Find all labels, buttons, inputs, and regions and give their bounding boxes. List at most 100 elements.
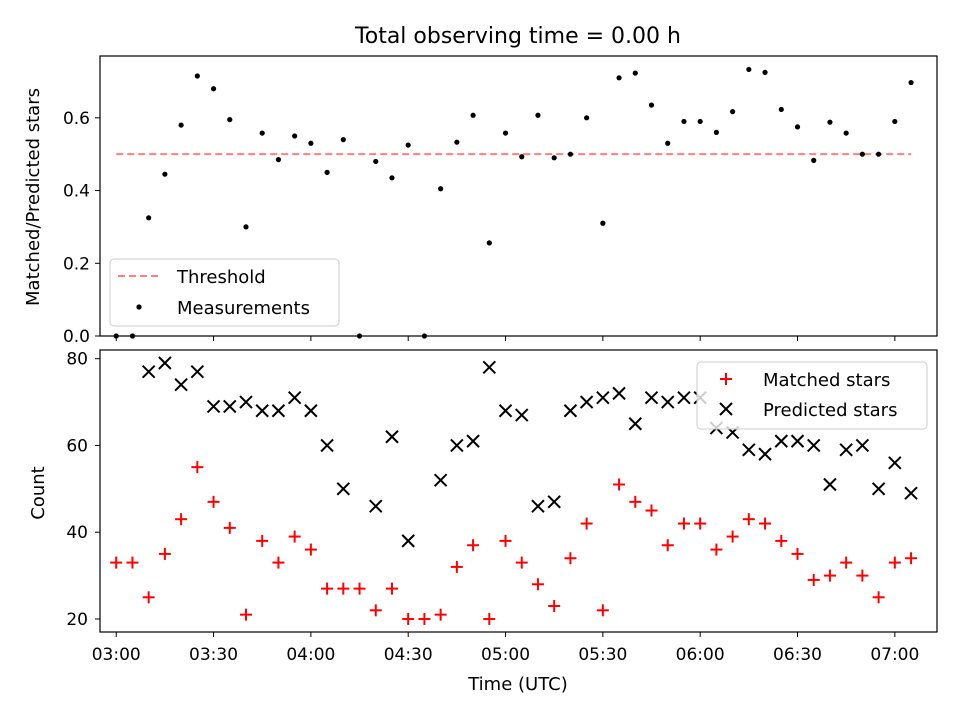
matched-star-point (385, 582, 398, 595)
matched-star-point (239, 608, 252, 621)
legend-measurements-marker (136, 304, 142, 310)
x-stroke (141, 364, 156, 379)
measurement-point (616, 75, 622, 81)
x-stroke (563, 404, 578, 418)
predicted-star-point (531, 499, 545, 513)
measurement-point (762, 69, 768, 75)
matched-star-point (467, 539, 480, 552)
x-stroke (661, 395, 675, 409)
x-stroke (790, 434, 805, 448)
measurement-point (908, 79, 914, 86)
ratio-legend-box (109, 258, 340, 327)
predicted-star-point (174, 378, 188, 392)
measurement-point (535, 112, 541, 118)
measurement-point (486, 240, 492, 246)
predicted-star-point (774, 434, 788, 448)
x-stroke (271, 404, 286, 418)
predicted-star-point (644, 391, 659, 405)
predicted-star-point (482, 360, 497, 375)
x-stroke (823, 477, 837, 492)
predicted-star-point (239, 395, 253, 409)
predicted-star-point (304, 404, 318, 418)
measurement-point (811, 157, 817, 163)
measurement-point (892, 118, 898, 125)
y-tick-label-ratio: 0.6 (63, 109, 90, 129)
matched-star-point (207, 495, 220, 508)
legend-threshold-label: Threshold (176, 267, 266, 288)
legend-measurements-label: Measurements (177, 298, 310, 319)
x-stroke (628, 417, 642, 431)
measurement-point (794, 124, 801, 130)
matched-star-point (402, 612, 415, 625)
matched-star-point (175, 513, 188, 526)
predicted-star-point (287, 391, 302, 405)
matched-star-point (434, 608, 447, 621)
matched-star-point (418, 612, 431, 625)
predicted-star-point (790, 434, 805, 448)
predicted-star-point (336, 482, 351, 496)
matched-star-point (726, 530, 739, 543)
matched-star-point (548, 599, 561, 612)
x-stroke (369, 499, 383, 513)
y-tick-label-ratio: 0.0 (63, 327, 90, 347)
predicted-star-point (677, 391, 691, 405)
measurement-point (519, 154, 525, 160)
x-stroke (612, 386, 626, 401)
measurement-point (405, 142, 411, 148)
matched-star-point (840, 556, 853, 569)
x-stroke (855, 438, 870, 453)
predicted-star-point (823, 477, 837, 492)
y-axis-label-ratio: Matched/Predicted stars (23, 88, 44, 306)
matched-star-point (142, 591, 155, 604)
x-stroke (677, 391, 691, 405)
measurement-point (551, 155, 557, 161)
predicted-star-point (190, 364, 205, 379)
x-stroke (742, 443, 756, 457)
measurement-point (746, 66, 752, 73)
matched-star-point (223, 521, 236, 534)
x-stroke (239, 395, 253, 409)
predicted-star-point (579, 395, 594, 409)
x-tick-label: 04:00 (286, 645, 335, 665)
predicted-star-point (206, 399, 221, 414)
matched-star-point (807, 573, 820, 586)
matched-star-point (126, 556, 139, 569)
predicted-star-point (871, 482, 886, 496)
measurement-point (324, 169, 330, 175)
x-tick-label: 03:00 (92, 645, 141, 665)
x-tick-label: 05:00 (481, 645, 530, 665)
measurement-point (697, 118, 703, 125)
y-tick-label-count: 80 (66, 350, 88, 370)
measurement-point (194, 73, 200, 79)
measurement-point (340, 137, 346, 143)
legend-predicted-marker (719, 402, 733, 416)
x-stroke (287, 391, 302, 405)
matched-star-point (499, 534, 512, 547)
chart-title: Total observing time = 0.00 h (354, 24, 681, 49)
measurement-point (681, 118, 687, 125)
y-tick-label-ratio: 0.4 (63, 182, 90, 202)
y-axis-label-count: Count (28, 466, 49, 519)
matched-star-point (337, 582, 350, 595)
x-stroke (547, 495, 561, 509)
matched-star-point (272, 556, 285, 569)
matched-star-point (353, 582, 366, 595)
matched-star-point (872, 591, 885, 604)
y-tick-label-count: 40 (66, 523, 88, 543)
predicted-star-point (596, 391, 610, 405)
x-stroke (482, 360, 497, 375)
measurement-point (275, 157, 282, 163)
x-stroke (758, 447, 772, 461)
ratio-panel: Total observing time = 0.00 h Matched/Pr… (23, 24, 938, 347)
matched-star-point (661, 539, 674, 552)
measurement-point (876, 151, 882, 157)
matched-star-point (321, 582, 334, 595)
matched-star-point (759, 517, 772, 530)
legend-matched-label: Matched stars (763, 370, 890, 391)
predicted-star-point (401, 534, 415, 548)
x-stroke (515, 408, 529, 422)
measurement-point (600, 220, 606, 226)
count-legend: Matched stars Predicted stars (696, 361, 928, 430)
x-stroke (579, 395, 594, 409)
count-axes: 20 40 60 80 03:00 03:30 04:00 04:30 05:00 05:30 06… (66, 350, 919, 665)
